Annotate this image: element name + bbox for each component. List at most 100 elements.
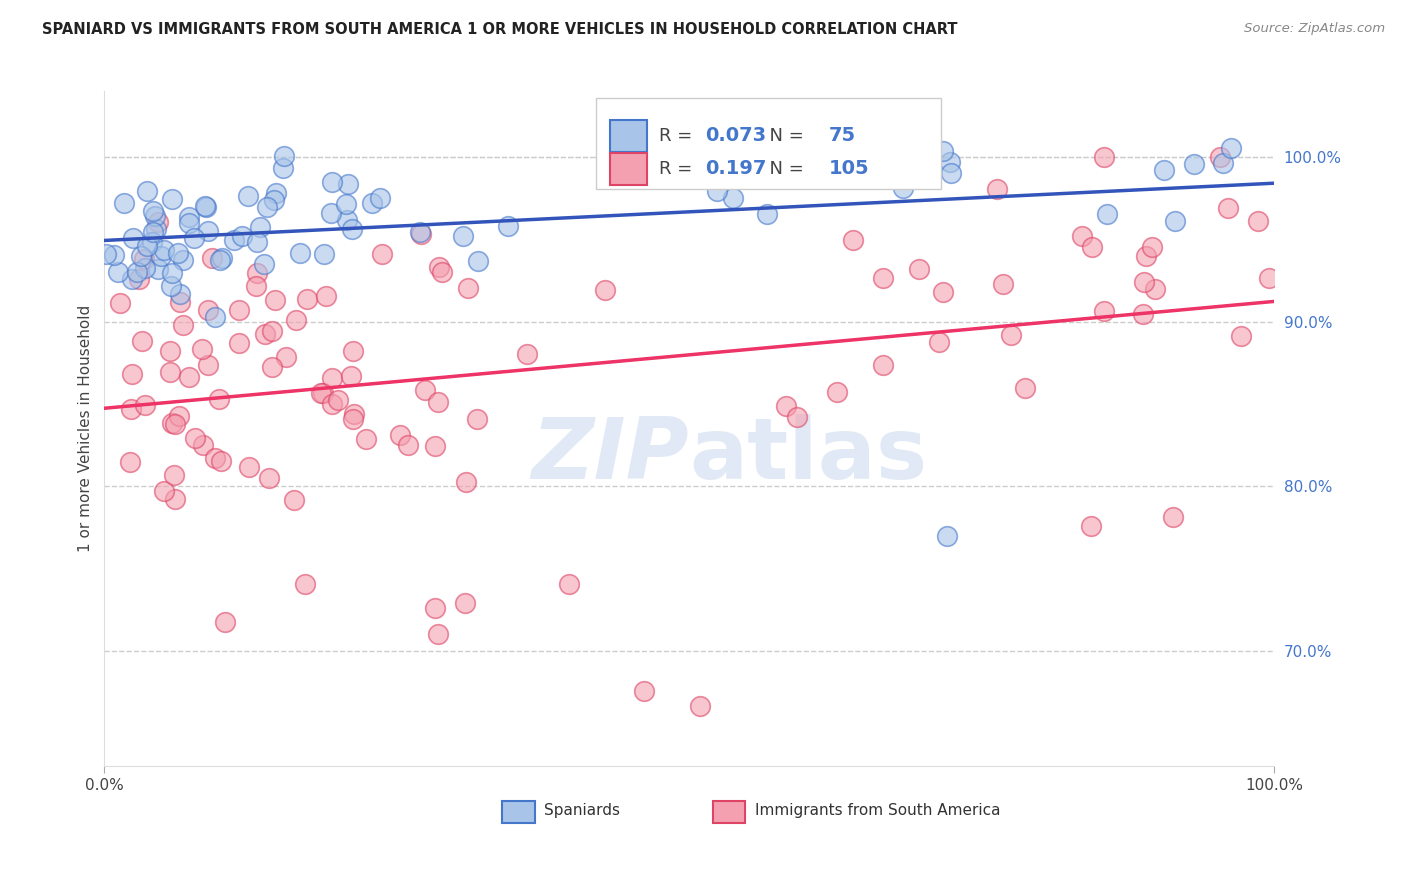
Point <box>172 252 194 267</box>
Point <box>1132 307 1154 321</box>
Point <box>335 197 357 211</box>
Point <box>153 244 176 258</box>
Point <box>1209 150 1232 164</box>
Point <box>159 344 181 359</box>
Point <box>246 266 269 280</box>
Point <box>775 399 797 413</box>
Point <box>755 207 778 221</box>
Point <box>257 471 280 485</box>
Point <box>1247 214 1270 228</box>
Point <box>340 222 363 236</box>
Point <box>231 229 253 244</box>
Point <box>939 166 962 180</box>
Point <box>342 412 364 426</box>
Point <box>183 231 205 245</box>
Point <box>162 267 184 281</box>
Point <box>141 235 163 249</box>
Bar <box>610 120 647 153</box>
Point <box>163 492 186 507</box>
Point <box>142 203 165 218</box>
Point <box>1080 519 1102 533</box>
Point <box>786 410 808 425</box>
Point <box>842 233 865 247</box>
Point <box>143 209 166 223</box>
Point <box>142 225 165 239</box>
Point <box>1258 271 1281 285</box>
Point <box>211 251 233 265</box>
Point <box>146 215 169 229</box>
Point <box>135 239 157 253</box>
Point <box>825 385 848 400</box>
Point <box>120 401 142 416</box>
Bar <box>596 97 941 189</box>
Text: Source: ZipAtlas.com: Source: ZipAtlas.com <box>1244 22 1385 36</box>
Point <box>150 249 173 263</box>
Point <box>371 247 394 261</box>
Point <box>131 334 153 348</box>
Point <box>516 347 538 361</box>
Point <box>128 272 150 286</box>
Y-axis label: 1 or more Vehicles in Household: 1 or more Vehicles in Household <box>79 305 93 552</box>
Point <box>163 467 186 482</box>
Point <box>179 210 201 224</box>
Point <box>249 219 271 234</box>
Point <box>1161 510 1184 524</box>
Text: atlas: atlas <box>689 414 928 497</box>
Point <box>153 483 176 498</box>
Point <box>326 393 349 408</box>
Point <box>1143 282 1166 296</box>
Point <box>253 257 276 271</box>
Point <box>160 279 183 293</box>
Point <box>260 324 283 338</box>
Point <box>103 248 125 262</box>
Point <box>201 252 224 266</box>
Point <box>931 145 953 159</box>
Point <box>1164 214 1187 228</box>
Point <box>409 225 432 239</box>
Point <box>336 177 359 191</box>
Point <box>557 576 579 591</box>
Point <box>121 367 143 381</box>
Point <box>273 149 295 163</box>
Point <box>1014 381 1036 395</box>
Point <box>169 286 191 301</box>
Point <box>1142 240 1164 254</box>
Point <box>321 371 343 385</box>
Bar <box>610 153 647 185</box>
Point <box>595 283 617 297</box>
Point <box>145 222 167 236</box>
Point <box>939 155 962 169</box>
Point <box>135 184 157 198</box>
Point <box>204 451 226 466</box>
Point <box>1081 240 1104 254</box>
Point <box>695 151 717 165</box>
Point <box>928 335 950 350</box>
Point <box>169 294 191 309</box>
Point <box>167 409 190 423</box>
Point <box>146 262 169 277</box>
Point <box>321 205 343 219</box>
Point <box>204 310 226 324</box>
Point <box>129 249 152 263</box>
Point <box>430 265 453 279</box>
Text: Spaniards: Spaniards <box>544 803 620 818</box>
Text: 0.197: 0.197 <box>706 160 768 178</box>
Point <box>246 235 269 249</box>
Point <box>134 398 156 412</box>
Text: R =: R = <box>659 160 697 178</box>
Point <box>1229 328 1251 343</box>
Point <box>314 246 336 260</box>
Point <box>191 438 214 452</box>
Point <box>167 246 190 260</box>
Point <box>295 293 318 307</box>
Text: ZIP: ZIP <box>531 414 689 497</box>
Point <box>1182 157 1205 171</box>
Bar <box>713 801 745 822</box>
Point <box>179 369 201 384</box>
Point <box>706 184 728 198</box>
Point <box>284 313 307 327</box>
Point <box>172 318 194 333</box>
Point <box>236 189 259 203</box>
Point <box>872 358 894 372</box>
Point <box>160 192 183 206</box>
